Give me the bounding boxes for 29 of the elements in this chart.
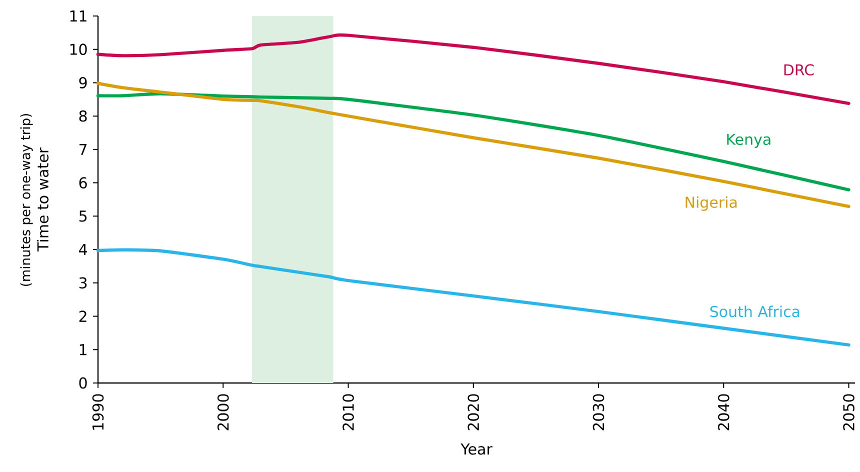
y-tick-label: 4 xyxy=(79,244,87,255)
x-tick-label: 1990 xyxy=(92,394,104,430)
line-series xyxy=(96,33,850,105)
y-tick-label: 2 xyxy=(79,310,86,322)
y-tick-label: 10 xyxy=(70,44,87,56)
y-tick-label: 11 xyxy=(70,10,86,22)
x-tick-label: 2040 xyxy=(718,394,730,430)
x-tick-label: 2010 xyxy=(342,394,354,430)
x-axis-title: Year xyxy=(460,444,492,455)
series-label: South Africa xyxy=(710,306,800,318)
y-tick-label: 3 xyxy=(79,277,87,289)
y-tick-label: 5 xyxy=(79,210,86,222)
y-tick-label: 6 xyxy=(79,177,87,188)
y-tick-label: 8 xyxy=(79,110,87,122)
x-tick-label: 2000 xyxy=(217,394,229,430)
series-label: DRC xyxy=(784,64,814,76)
x-tick-label: 2050 xyxy=(843,394,854,430)
y-axis-title: Time to water xyxy=(36,147,49,252)
series-label: Kenya xyxy=(727,134,770,148)
text: (minutes per one-way trip) xyxy=(20,114,33,286)
y-tick-label: 1 xyxy=(80,344,86,356)
line-series xyxy=(96,248,850,347)
series-label: Nigeria xyxy=(686,196,737,211)
line-series xyxy=(96,92,850,192)
x-tick-label: 2030 xyxy=(592,394,604,430)
y-tick-label: 0 xyxy=(79,377,87,389)
y-tick-label: 7 xyxy=(80,144,87,155)
y-tick-label: 9 xyxy=(79,77,87,88)
x-tick-label: 2020 xyxy=(468,394,480,430)
